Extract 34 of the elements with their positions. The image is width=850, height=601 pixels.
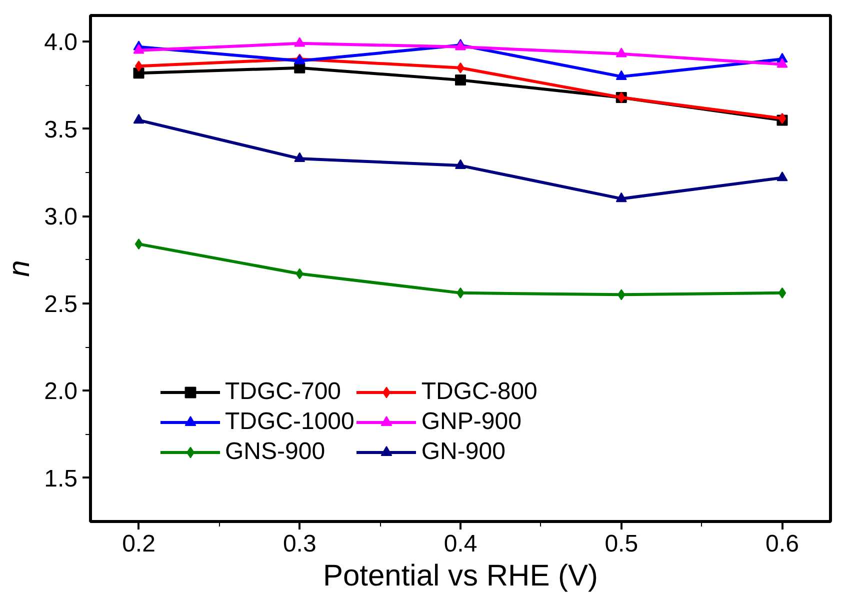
point — [133, 44, 144, 54]
point — [455, 74, 466, 86]
legend-label: GNS-900 — [225, 438, 326, 466]
x-tick-label: 0.3 — [282, 530, 316, 558]
point — [616, 70, 627, 80]
point — [294, 37, 306, 47]
y-tick-label: 1.5 — [44, 465, 78, 492]
y-tick-label: 3.5 — [44, 116, 78, 144]
point — [134, 238, 143, 250]
point — [778, 287, 786, 298]
point — [294, 152, 306, 162]
y-axis-title: n — [3, 260, 36, 277]
y-tick-label: 4.0 — [44, 29, 78, 56]
x-tick-label: 0.4 — [444, 530, 478, 558]
legend-label: GN-900 — [421, 438, 506, 466]
legend-label: TDGC-800 — [421, 378, 538, 406]
y-tick-label: 3.0 — [44, 204, 78, 231]
legend-label: TDGC-700 — [225, 378, 342, 406]
x-tick-label: 0.2 — [122, 530, 156, 558]
x-tick-label: 0.6 — [766, 530, 799, 558]
legend-label: TDGC-1000 — [225, 408, 354, 436]
point — [616, 48, 627, 58]
point — [455, 159, 466, 169]
point — [616, 192, 627, 202]
point — [133, 68, 144, 79]
x-axis-title: Potential vs RHE (V) — [322, 560, 598, 592]
point — [133, 114, 144, 124]
point — [776, 171, 788, 182]
y-tick-label: 2.0 — [44, 378, 78, 406]
legend-label: GNP-900 — [421, 408, 522, 436]
point — [776, 58, 788, 68]
point — [134, 60, 143, 72]
x-tick-label: 0.5 — [604, 530, 638, 558]
y-tick-label: 2.5 — [44, 290, 78, 318]
